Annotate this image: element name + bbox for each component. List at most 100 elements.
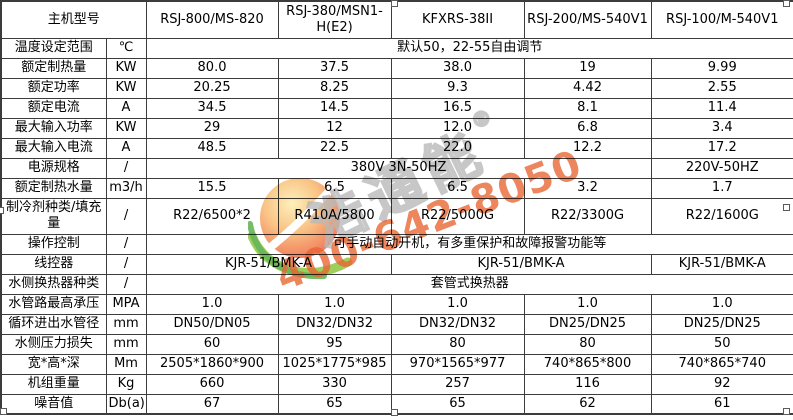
spec-cell[interactable]: 62 xyxy=(523,393,652,415)
spec-cell[interactable]: DN25/DN25 xyxy=(523,313,652,335)
spec-cell[interactable]: 8.25 xyxy=(277,77,392,99)
spec-cell[interactable]: 16.5 xyxy=(390,97,525,119)
row-unit[interactable]: Kg xyxy=(105,373,147,395)
row-label[interactable]: 额定制热量 xyxy=(0,57,107,79)
spec-cell[interactable]: DN50/DN05 xyxy=(145,313,279,335)
spec-cell[interactable]: 60 xyxy=(145,333,279,355)
spec-cell[interactable]: R22/6500*2 xyxy=(145,197,279,235)
row-label[interactable]: 制冷剂种类/填充量 xyxy=(0,197,107,235)
spec-cell[interactable]: 61 xyxy=(650,393,793,415)
spec-cell[interactable]: 67 xyxy=(145,393,279,415)
spec-cell[interactable]: 17.2 xyxy=(650,137,793,159)
spec-cell[interactable]: DN32/DN32 xyxy=(390,313,525,335)
row-label[interactable]: 额定制热水量 xyxy=(0,177,107,199)
row-label[interactable]: 宽*高*深 xyxy=(0,353,107,375)
spec-cell[interactable]: 9.99 xyxy=(650,57,793,79)
spec-cell[interactable]: 380V 3N-50HZ xyxy=(145,157,652,179)
row-label[interactable]: 最大输入电流 xyxy=(0,137,107,159)
spec-cell[interactable]: 12.0 xyxy=(390,117,525,139)
selection-handle-bottom-left[interactable] xyxy=(0,408,7,415)
spec-cell[interactable]: 8.1 xyxy=(523,97,652,119)
row-unit[interactable]: MPA xyxy=(105,293,147,315)
row-label[interactable]: 额定功率 xyxy=(0,77,107,99)
spec-cell[interactable]: 257 xyxy=(390,373,525,395)
spec-cell[interactable]: R22/1600G xyxy=(650,197,793,235)
selection-handle-right-middle[interactable] xyxy=(783,204,790,211)
spec-cell[interactable]: 1.0 xyxy=(523,293,652,315)
spec-cell[interactable]: 20.25 xyxy=(145,77,279,99)
spec-cell[interactable]: 3.4 xyxy=(650,117,793,139)
spec-cell[interactable]: 15.5 xyxy=(145,177,279,199)
spec-cell[interactable]: 38.0 xyxy=(390,57,525,79)
row-label[interactable]: 温度设定范围 xyxy=(0,37,107,59)
selection-handle-top-right[interactable] xyxy=(783,0,790,7)
row-label[interactable]: 操作控制 xyxy=(0,233,107,255)
spec-cell[interactable]: 65 xyxy=(277,393,392,415)
spec-cell[interactable]: R22/3300G xyxy=(523,197,652,235)
spec-cell[interactable]: 1.0 xyxy=(650,293,793,315)
spec-cell[interactable]: 12.2 xyxy=(523,137,652,159)
spec-cell[interactable]: 1.0 xyxy=(145,293,279,315)
row-label[interactable]: 线控器 xyxy=(0,253,107,275)
spec-cell[interactable]: 9.3 xyxy=(390,77,525,99)
spec-cell[interactable]: 11.4 xyxy=(650,97,793,119)
spec-cell[interactable]: 1.0 xyxy=(390,293,525,315)
row-unit[interactable]: A xyxy=(105,97,147,119)
spec-cell[interactable]: 6.5 xyxy=(277,177,392,199)
row-unit[interactable]: Mm xyxy=(105,353,147,375)
model-header-cell[interactable]: RSJ-100/M-540V1 xyxy=(650,0,793,39)
model-header-cell[interactable]: RSJ-380/MSN1-H(E2) xyxy=(277,0,392,39)
row-unit[interactable]: m3/h xyxy=(105,177,147,199)
spec-cell[interactable]: 14.5 xyxy=(277,97,392,119)
spec-cell[interactable]: DN32/DN32 xyxy=(277,313,392,335)
model-header-cell[interactable]: RSJ-800/MS-820 xyxy=(145,0,279,39)
spec-cell[interactable]: 22.0 xyxy=(390,137,525,159)
row-label[interactable]: 最大输入功率 xyxy=(0,117,107,139)
row-unit[interactable]: / xyxy=(105,197,147,235)
model-header-cell[interactable]: KFXRS-38II xyxy=(390,0,525,39)
spec-cell[interactable]: 3.2 xyxy=(523,177,652,199)
selection-handle-top-middle[interactable] xyxy=(391,0,398,7)
selection-handle-bottom-right[interactable] xyxy=(783,408,790,415)
row-unit[interactable]: / xyxy=(105,157,147,179)
spec-cell[interactable]: 740*865*740 xyxy=(650,353,793,375)
spec-cell[interactable]: 48.5 xyxy=(145,137,279,159)
spec-cell[interactable]: 默认50，22-55自由调节 xyxy=(145,37,793,59)
spec-cell[interactable]: 4.42 xyxy=(523,77,652,99)
spec-cell[interactable]: 50 xyxy=(650,333,793,355)
spec-cell[interactable]: 330 xyxy=(277,373,392,395)
spec-cell[interactable]: 可手动自动开机，有多重保护和故障报警功能等 xyxy=(145,233,793,255)
row-label[interactable]: 电源规格 xyxy=(0,157,107,179)
row-label[interactable]: 水侧压力损失 xyxy=(0,333,107,355)
spec-cell[interactable]: 22.5 xyxy=(277,137,392,159)
spec-cell[interactable]: 116 xyxy=(523,373,652,395)
spec-cell[interactable]: R410A/5800 xyxy=(277,197,392,235)
row-unit[interactable]: KW xyxy=(105,117,147,139)
header-model-label[interactable]: 主机型号 xyxy=(0,0,147,39)
row-unit[interactable]: KW xyxy=(105,77,147,99)
spec-cell[interactable]: DN25/DN25 xyxy=(650,313,793,335)
spec-cell[interactable]: 660 xyxy=(145,373,279,395)
selection-handle-bottom-middle[interactable] xyxy=(391,409,398,416)
row-label[interactable]: 水侧换热器种类 xyxy=(0,273,107,295)
spec-cell[interactable]: 2505*1860*900 xyxy=(145,353,279,375)
spec-cell[interactable]: 6.8 xyxy=(523,117,652,139)
row-unit[interactable]: mm xyxy=(105,333,147,355)
spec-cell[interactable]: 2.55 xyxy=(650,77,793,99)
spec-cell[interactable]: KJR-51/BMK-A xyxy=(390,253,652,275)
spec-cell[interactable]: 1.0 xyxy=(277,293,392,315)
model-header-cell[interactable]: RSJ-200/MS-540V1 xyxy=(523,0,652,39)
spec-cell[interactable]: 92 xyxy=(650,373,793,395)
row-unit[interactable]: ℃ xyxy=(105,37,147,59)
spec-cell[interactable]: 19 xyxy=(523,57,652,79)
spec-cell[interactable]: 12 xyxy=(277,117,392,139)
spec-cell[interactable]: 34.5 xyxy=(145,97,279,119)
row-label[interactable]: 额定电流 xyxy=(0,97,107,119)
spec-cell[interactable]: 29 xyxy=(145,117,279,139)
row-unit[interactable]: / xyxy=(105,233,147,255)
spec-cell[interactable]: KJR-51/BMK-A xyxy=(145,253,392,275)
row-unit[interactable]: mm xyxy=(105,313,147,335)
spec-cell[interactable]: KJR-51/BMK-A xyxy=(650,253,793,275)
spec-cell[interactable]: 1025*1775*985 xyxy=(277,353,392,375)
spec-cell[interactable]: 740*865*800 xyxy=(523,353,652,375)
